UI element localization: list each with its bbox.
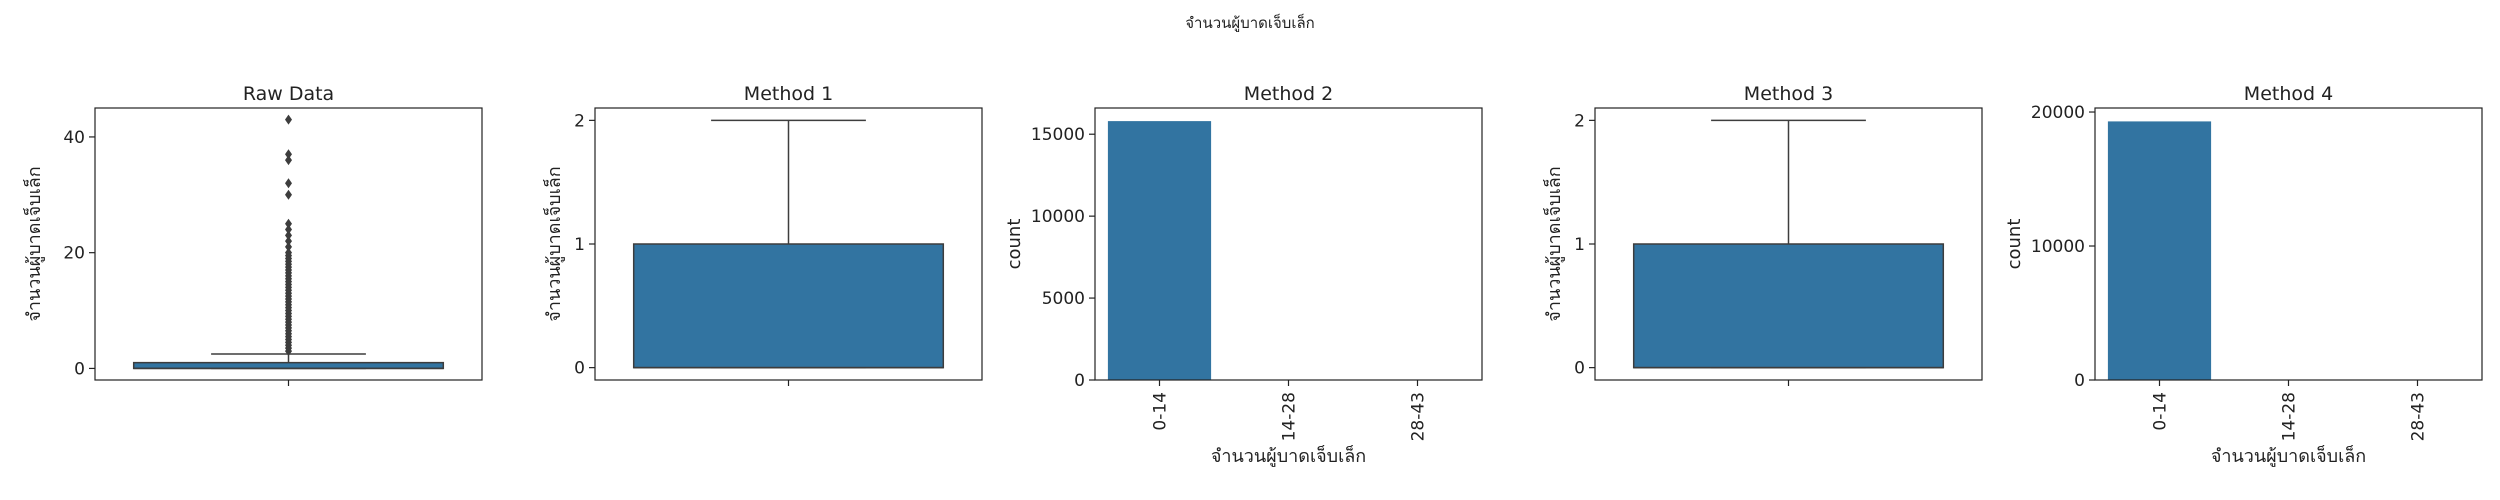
panel-4: Method 3 0 1 2 จำนวนผู้บาดเจ็บเล็ก xyxy=(1542,83,1983,386)
outlier-point xyxy=(285,218,292,229)
x-axis-label: จำนวนผู้บาดเจ็บเล็ก xyxy=(2211,444,2366,467)
axes-frame xyxy=(1094,107,1483,381)
figure-suptitle: จำนวนผู้บาดเจ็บเล็ก xyxy=(1185,13,1314,32)
x-tick-label: 0-14 xyxy=(1151,392,1171,431)
box-iqr xyxy=(632,243,945,369)
outlier-point xyxy=(285,178,292,189)
panel-title: Method 4 xyxy=(2244,83,2333,105)
y-tick-label: 20000 xyxy=(2031,103,2085,123)
box-iqr xyxy=(132,361,445,370)
y-axis-label: จำนวนผู้บาดเจ็บเล็ก xyxy=(1542,166,1565,321)
outlier-point xyxy=(285,236,292,247)
panel-title: Raw Data xyxy=(243,83,334,105)
axes-frame xyxy=(594,107,983,381)
panel-3: Method 2 0 5000 10000 15000 count 0-14 14-28 28-… xyxy=(1004,83,1483,467)
panel-title: Method 3 xyxy=(1744,83,1833,105)
y-axis-label: จำนวนผู้บาดเจ็บเล็ก xyxy=(542,166,565,321)
y-axis-label: count xyxy=(1004,219,1025,270)
y-tick-label: 20 xyxy=(63,244,85,264)
bar xyxy=(2107,121,2212,380)
x-tick-label: 28-43 xyxy=(1409,392,1429,441)
panel-2: Method 1 0 1 2 จำนวนผู้บาดเจ็บเล็ก xyxy=(542,83,983,386)
outlier-point xyxy=(285,224,292,235)
y-tick-label: 40 xyxy=(63,128,85,148)
y-tick-label: 10000 xyxy=(2031,237,2085,257)
panel-title: Method 2 xyxy=(1244,83,1333,105)
outlier-point xyxy=(285,230,292,241)
outlier-point xyxy=(285,155,292,166)
x-tick-label: 14-28 xyxy=(1280,392,1300,441)
y-axis-label: count xyxy=(2004,219,2025,270)
axes-frame xyxy=(2094,107,2483,381)
x-axis-label: จำนวนผู้บาดเจ็บเล็ก xyxy=(1211,444,1366,467)
y-tick-label: 0 xyxy=(1574,359,1585,379)
outlier-point xyxy=(285,247,292,258)
x-tick-label: 28-43 xyxy=(2409,392,2429,441)
y-tick-label: 15000 xyxy=(1031,125,1085,145)
panel-title: Method 1 xyxy=(744,83,833,105)
axes-frame xyxy=(94,107,483,381)
y-axis-label: จำนวนผู้บาดเจ็บเล็ก xyxy=(22,166,45,321)
y-tick-label: 0 xyxy=(74,359,85,379)
y-tick-label: 0 xyxy=(2074,371,2085,391)
outlier-point xyxy=(285,149,292,160)
y-tick-label: 10000 xyxy=(1031,207,1085,227)
box-iqr xyxy=(1632,243,1945,369)
x-tick-label: 14-28 xyxy=(2280,392,2300,441)
y-tick-label: 2 xyxy=(574,111,585,131)
y-tick-label: 1 xyxy=(574,235,585,255)
y-tick-label: 5000 xyxy=(1042,289,1085,309)
x-tick-label: 0-14 xyxy=(2151,392,2171,431)
panel-5: Method 4 0 10000 20000 count 0-14 14-28 28-43 จำ… xyxy=(2004,83,2483,467)
y-tick-label: 2 xyxy=(1574,111,1585,131)
axes-frame xyxy=(1594,107,1983,381)
y-tick-label: 1 xyxy=(1574,235,1585,255)
outlier-point xyxy=(285,241,292,252)
y-tick-label: 0 xyxy=(574,359,585,379)
panel-1: Raw Data 0 20 40 จำนวนผู้บาดเจ็บเล็ก xyxy=(22,83,483,386)
y-tick-label: 0 xyxy=(1074,371,1085,391)
outlier-point xyxy=(285,189,292,200)
outlier-point xyxy=(285,114,292,125)
bar xyxy=(1107,121,1212,381)
